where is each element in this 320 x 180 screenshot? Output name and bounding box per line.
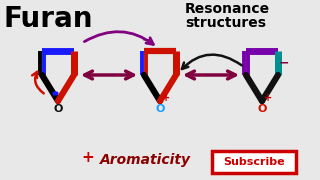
Text: Aromaticity: Aromaticity xyxy=(100,153,191,167)
Text: −: − xyxy=(142,33,152,46)
Text: +: + xyxy=(264,93,272,103)
Text: Furan: Furan xyxy=(3,5,92,33)
Text: Resonance: Resonance xyxy=(185,2,270,16)
Text: Subscribe: Subscribe xyxy=(223,157,285,167)
Text: O: O xyxy=(257,104,267,114)
Text: O: O xyxy=(53,104,63,114)
FancyBboxPatch shape xyxy=(212,151,296,173)
Text: +: + xyxy=(162,93,170,103)
Text: +: + xyxy=(82,150,94,165)
Text: structures: structures xyxy=(185,16,266,30)
Text: −: − xyxy=(279,57,289,69)
Text: O: O xyxy=(155,104,165,114)
